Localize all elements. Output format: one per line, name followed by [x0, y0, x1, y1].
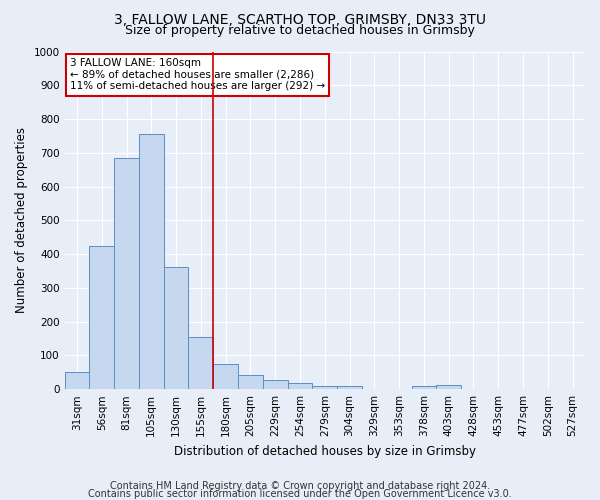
Bar: [238, 376, 263, 389]
Bar: [139, 134, 164, 389]
Bar: [287, 383, 313, 389]
Text: 3, FALLOW LANE, SCARTHO TOP, GRIMSBY, DN33 3TU: 3, FALLOW LANE, SCARTHO TOP, GRIMSBY, DN…: [114, 12, 486, 26]
Bar: [188, 337, 213, 389]
Text: Contains public sector information licensed under the Open Government Licence v3: Contains public sector information licen…: [88, 489, 512, 499]
Bar: [65, 372, 89, 389]
Y-axis label: Number of detached properties: Number of detached properties: [15, 128, 28, 314]
Bar: [213, 364, 238, 389]
Bar: [89, 246, 114, 389]
Text: Size of property relative to detached houses in Grimsby: Size of property relative to detached ho…: [125, 24, 475, 37]
Text: Contains HM Land Registry data © Crown copyright and database right 2024.: Contains HM Land Registry data © Crown c…: [110, 481, 490, 491]
Text: 3 FALLOW LANE: 160sqm
← 89% of detached houses are smaller (2,286)
11% of semi-d: 3 FALLOW LANE: 160sqm ← 89% of detached …: [70, 58, 325, 92]
Bar: [412, 386, 436, 389]
Bar: [263, 380, 287, 389]
X-axis label: Distribution of detached houses by size in Grimsby: Distribution of detached houses by size …: [174, 444, 476, 458]
Bar: [436, 386, 461, 389]
Bar: [114, 158, 139, 389]
Bar: [337, 386, 362, 389]
Bar: [164, 267, 188, 389]
Bar: [313, 386, 337, 389]
